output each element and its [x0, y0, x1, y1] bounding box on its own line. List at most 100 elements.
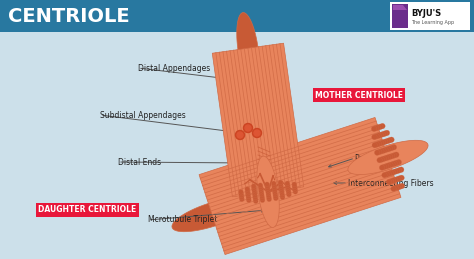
Circle shape [379, 157, 384, 162]
Circle shape [292, 182, 297, 187]
Circle shape [392, 177, 398, 183]
Circle shape [379, 149, 384, 154]
Circle shape [272, 185, 277, 189]
Circle shape [388, 162, 393, 168]
Circle shape [253, 193, 257, 198]
Circle shape [388, 170, 393, 176]
Circle shape [252, 188, 256, 192]
FancyBboxPatch shape [390, 2, 470, 30]
Circle shape [273, 190, 277, 195]
Circle shape [279, 186, 283, 190]
Circle shape [260, 196, 264, 201]
Circle shape [390, 170, 396, 175]
Circle shape [399, 175, 404, 181]
Circle shape [387, 146, 392, 151]
Circle shape [392, 169, 398, 175]
Text: MOTHER CENTRIOLE: MOTHER CENTRIOLE [315, 90, 403, 99]
Circle shape [385, 163, 391, 168]
Polygon shape [237, 12, 259, 84]
Circle shape [381, 148, 386, 153]
Text: CENTRIOLE: CENTRIOLE [8, 6, 129, 25]
Circle shape [239, 191, 244, 196]
Circle shape [252, 190, 257, 194]
Polygon shape [393, 5, 407, 10]
Circle shape [259, 192, 264, 197]
Text: The Learning App: The Learning App [411, 19, 454, 25]
Polygon shape [199, 118, 401, 255]
Circle shape [377, 157, 383, 163]
Circle shape [285, 183, 290, 188]
Circle shape [266, 189, 271, 194]
Circle shape [265, 186, 270, 190]
Circle shape [272, 183, 276, 188]
Circle shape [279, 184, 283, 189]
Circle shape [387, 138, 392, 143]
Circle shape [382, 164, 387, 170]
Circle shape [237, 132, 243, 138]
Circle shape [390, 162, 395, 167]
Circle shape [260, 198, 265, 203]
Circle shape [280, 191, 284, 196]
Circle shape [236, 131, 245, 140]
Circle shape [254, 130, 260, 136]
Circle shape [251, 184, 256, 189]
Circle shape [267, 197, 272, 202]
Circle shape [399, 167, 404, 172]
Text: DAUGHTER CENTRIOLE: DAUGHTER CENTRIOLE [38, 205, 136, 214]
Circle shape [246, 198, 251, 203]
Circle shape [374, 150, 380, 155]
Circle shape [395, 176, 400, 182]
Circle shape [392, 153, 397, 158]
Circle shape [391, 186, 396, 191]
Circle shape [286, 187, 291, 191]
Circle shape [286, 190, 291, 195]
Circle shape [273, 189, 277, 193]
Circle shape [393, 152, 399, 157]
Circle shape [246, 190, 250, 195]
Circle shape [278, 180, 283, 185]
Circle shape [390, 153, 395, 159]
Circle shape [260, 194, 264, 199]
Text: BYJU'S: BYJU'S [411, 9, 441, 18]
Circle shape [389, 145, 394, 151]
Circle shape [378, 124, 383, 130]
Circle shape [285, 185, 290, 189]
Circle shape [266, 195, 271, 200]
Circle shape [376, 133, 381, 138]
Circle shape [382, 131, 388, 136]
Circle shape [383, 163, 389, 169]
Circle shape [273, 194, 278, 199]
Polygon shape [257, 156, 279, 227]
Circle shape [381, 156, 386, 162]
Circle shape [393, 185, 398, 191]
Circle shape [280, 195, 285, 200]
Circle shape [391, 178, 396, 183]
Circle shape [371, 126, 377, 132]
Circle shape [265, 188, 270, 192]
Circle shape [287, 192, 291, 197]
Circle shape [384, 130, 390, 136]
Circle shape [383, 139, 388, 145]
Circle shape [383, 147, 388, 153]
Text: Proximal ends: Proximal ends [355, 154, 409, 162]
Circle shape [238, 190, 243, 194]
Circle shape [384, 138, 390, 144]
Circle shape [239, 193, 244, 198]
Circle shape [378, 140, 384, 146]
Circle shape [292, 184, 297, 189]
Circle shape [372, 142, 377, 148]
Circle shape [266, 191, 271, 196]
FancyBboxPatch shape [0, 0, 474, 32]
Circle shape [273, 196, 278, 201]
Circle shape [265, 184, 270, 189]
Circle shape [246, 196, 251, 201]
Circle shape [292, 186, 297, 190]
Polygon shape [348, 140, 428, 175]
Circle shape [396, 168, 402, 173]
Circle shape [375, 125, 381, 130]
Text: Distal Appendages: Distal Appendages [138, 63, 210, 73]
Circle shape [376, 149, 382, 155]
Circle shape [246, 194, 251, 199]
Circle shape [383, 155, 389, 161]
Circle shape [385, 155, 391, 160]
